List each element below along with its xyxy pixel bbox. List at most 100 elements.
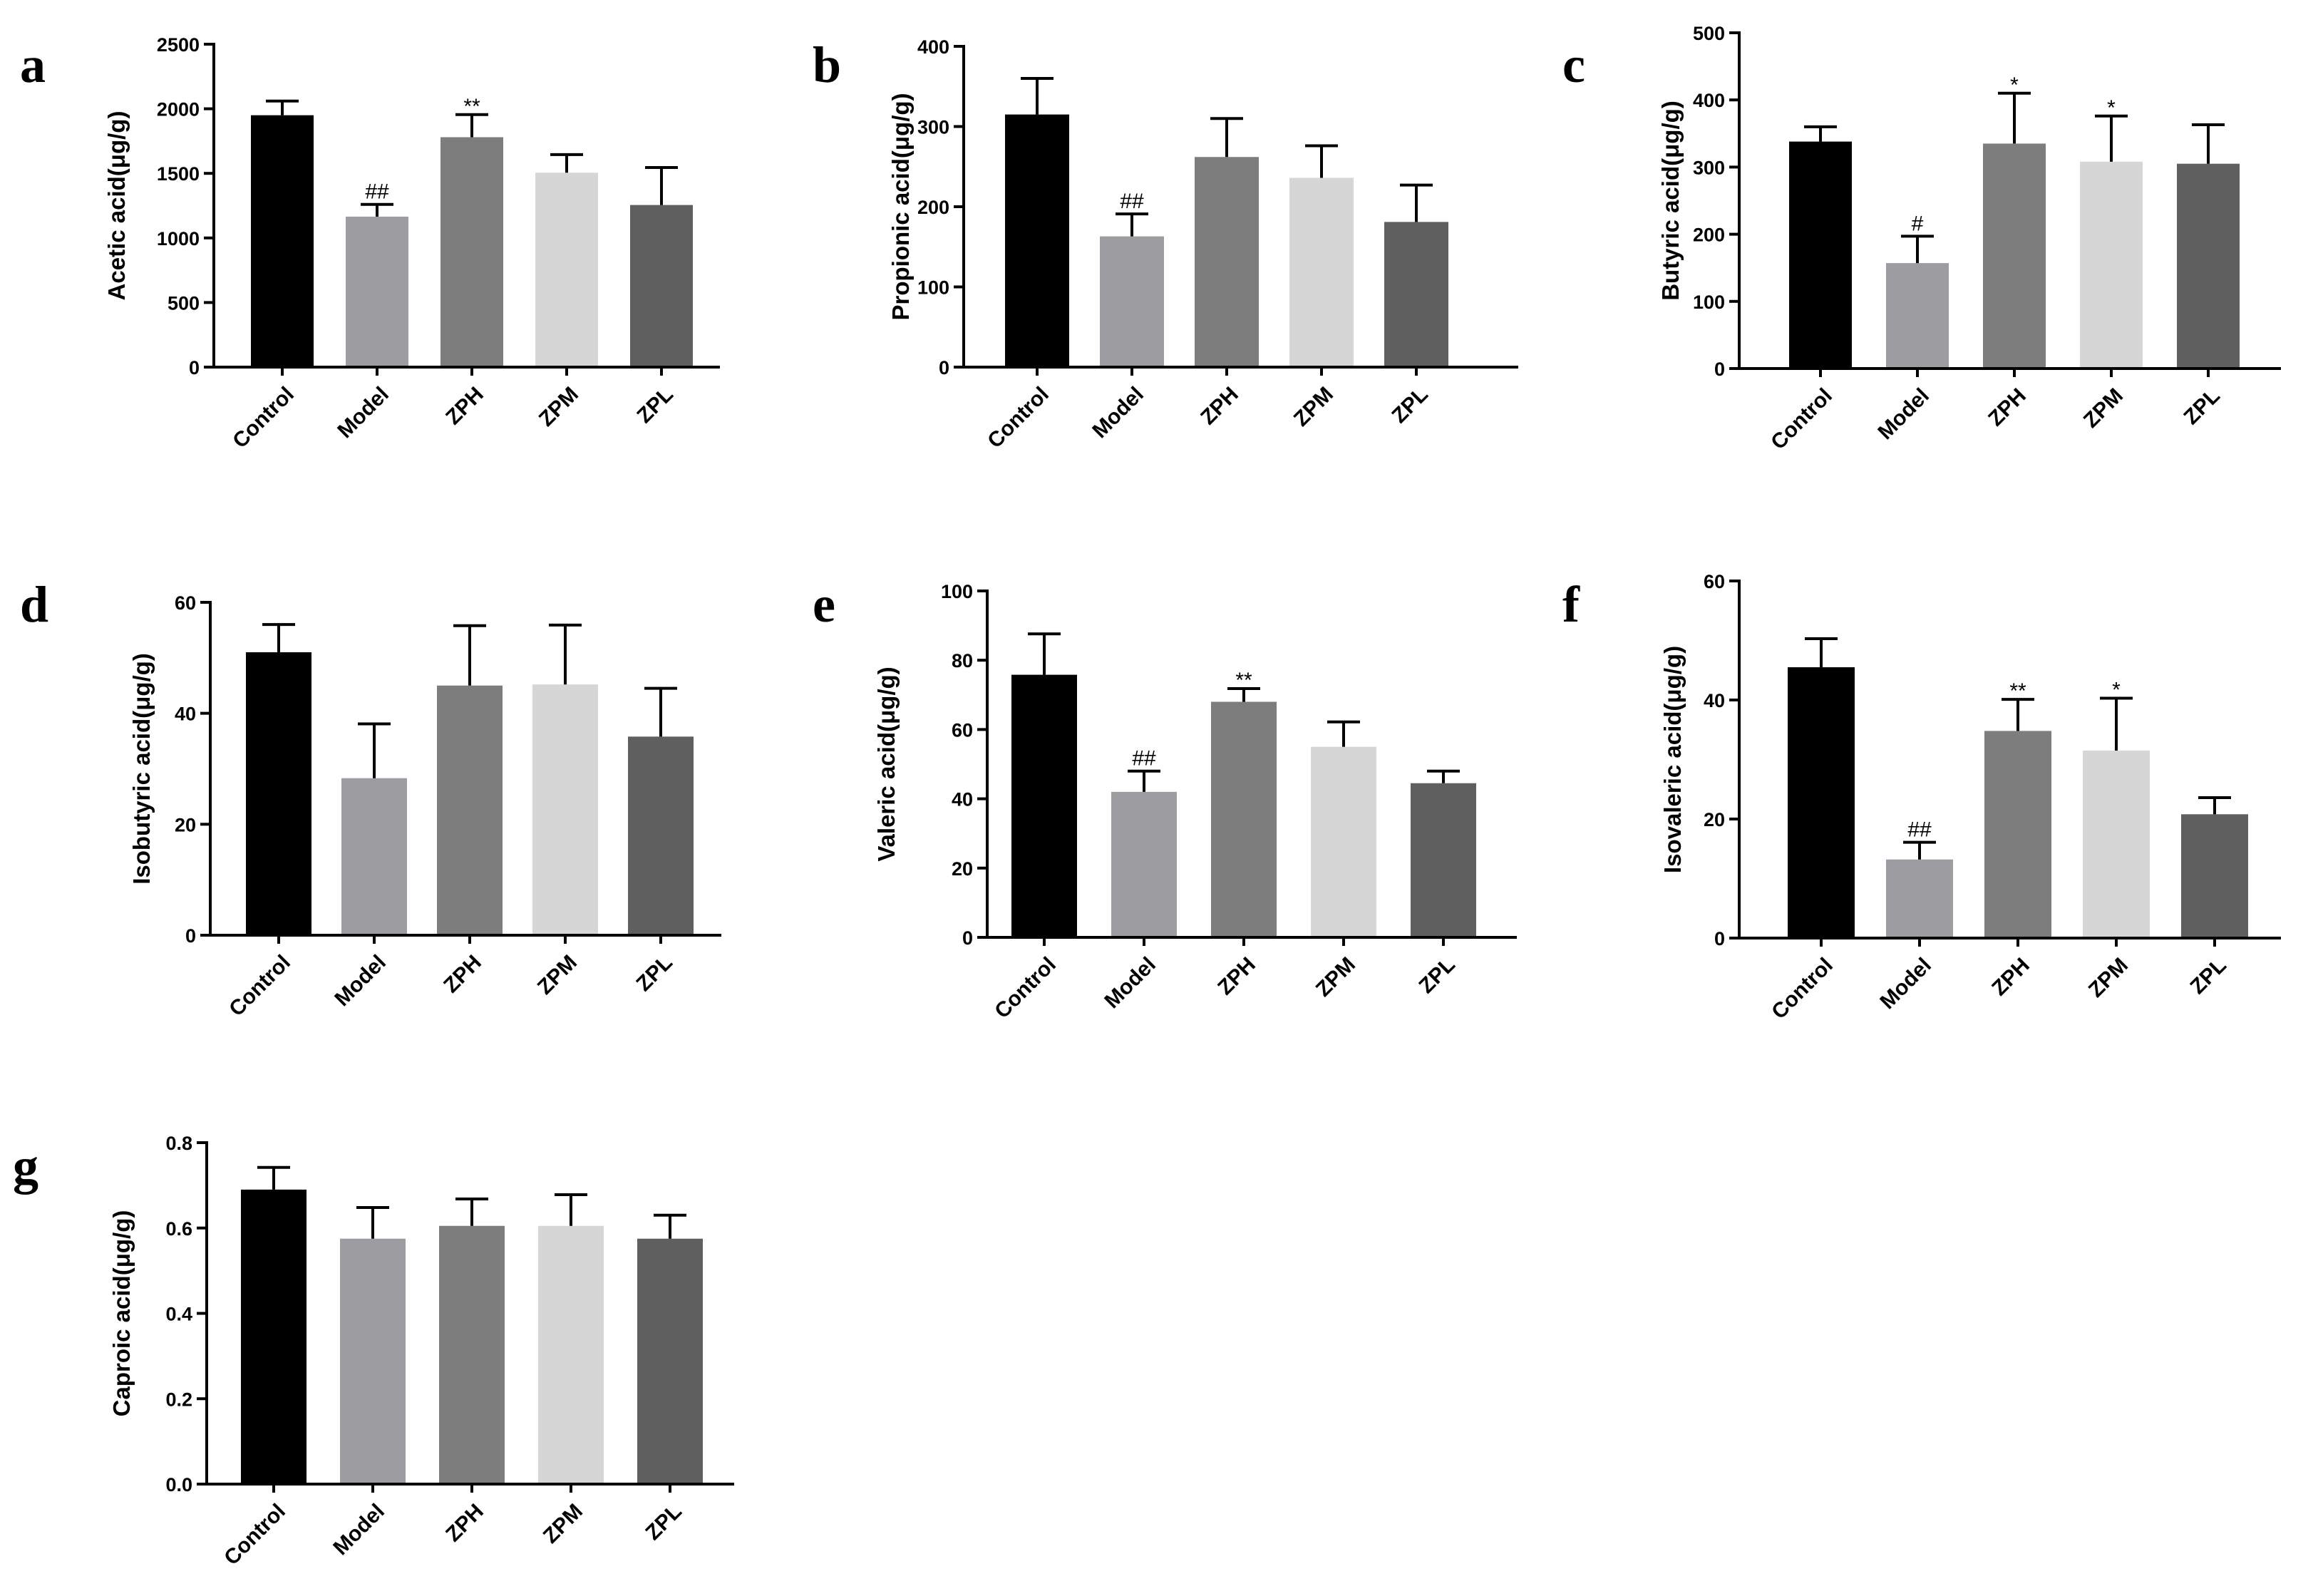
category-label: Control <box>220 1500 290 1570</box>
bar-model <box>1886 263 1949 369</box>
category-label: Model <box>330 951 391 1011</box>
y-tick-label: 60 <box>175 592 196 614</box>
category-label: ZPL <box>632 951 677 996</box>
y-axis-title: Valeric acid(μg/g) <box>873 666 900 861</box>
y-tick-label: 0 <box>1714 359 1725 380</box>
y-tick-label: 0.4 <box>165 1304 192 1325</box>
category-label: ZPH <box>439 951 486 998</box>
bar-zpl <box>637 1238 703 1484</box>
bar-zph <box>437 685 503 935</box>
category-label: ZPH <box>1984 384 2031 431</box>
chart-panel-f: f Isovaleric acid(μg/g) Control ## Model ** ZP… <box>1562 571 2281 1024</box>
y-tick-label: 500 <box>1693 23 1725 44</box>
category-label: ZPH <box>441 1500 488 1547</box>
chart-panel-c: c Butyric acid(μg/g) Control # Model * ZPH * ZPM… <box>1562 23 2281 454</box>
panel-letter-b: b <box>813 36 841 93</box>
significance-mark: ## <box>1907 818 1932 842</box>
bar-zpl <box>2177 163 2240 369</box>
y-tick-label: 1500 <box>157 163 200 185</box>
y-tick-label: 0.6 <box>165 1218 192 1240</box>
y-axis-title: Butyric acid(μg/g) <box>1657 101 1684 301</box>
category-label: ZPM <box>539 1500 587 1548</box>
bar-control <box>1011 674 1077 937</box>
significance-mark: ## <box>1120 190 1144 213</box>
y-tick-label: 40 <box>1704 690 1725 711</box>
bar-model <box>346 216 408 367</box>
y-tick-label: 1000 <box>157 228 200 249</box>
category-label: Control <box>225 951 295 1021</box>
y-tick-label: 0.2 <box>165 1389 192 1410</box>
bar-zpm <box>538 1225 604 1484</box>
category-label: Control <box>1766 384 1837 455</box>
category-label: ZPH <box>441 383 488 430</box>
category-label: ZPL <box>633 383 678 428</box>
chart-panel-e: e Valeric acid(μg/g) Control ## Model ** ZPH ZP… <box>813 576 1517 1023</box>
category-label: ZPM <box>533 951 582 999</box>
y-tick-label: 2000 <box>157 99 200 120</box>
category-label: Control <box>983 383 1054 453</box>
chart-panel-b: b Propionic acid(μg/g) Control ## Model ZPH ZP… <box>813 36 1518 453</box>
bar-model <box>340 1238 406 1484</box>
y-tick-label: 0.8 <box>165 1133 192 1154</box>
category-label: ZPH <box>1213 953 1260 1000</box>
significance-mark: * <box>2107 96 2116 120</box>
significance-mark: * <box>2112 678 2121 701</box>
y-tick-label: 80 <box>952 650 973 671</box>
bar-zpm <box>2083 750 2150 938</box>
significance-mark: # <box>1912 212 1924 235</box>
chart-panel-d: d Isobutyric acid(μg/g) Control Model ZPH ZPM… <box>20 576 721 1021</box>
panel-letter-e: e <box>813 576 835 633</box>
y-tick-label: 40 <box>952 789 973 810</box>
y-tick-label: 500 <box>168 292 200 314</box>
y-tick-label: 300 <box>1693 157 1725 178</box>
category-label: ZPL <box>1415 953 1460 998</box>
bar-control <box>246 652 311 935</box>
y-tick-label: 40 <box>175 704 196 725</box>
category-label: Control <box>228 383 299 453</box>
bar-model <box>1886 859 1953 938</box>
category-label: ZPL <box>2180 384 2225 429</box>
y-tick-label: 200 <box>917 197 949 218</box>
y-tick-label: 300 <box>917 117 949 138</box>
bar-zpl <box>1384 222 1448 367</box>
bar-zpl <box>630 205 693 367</box>
y-tick-label: 400 <box>917 36 949 58</box>
significance-mark: ** <box>463 95 480 118</box>
bar-zpm <box>2080 161 2143 369</box>
category-label: ZPM <box>1312 953 1360 1002</box>
y-axis-title: Isobutyric acid(μg/g) <box>128 653 155 885</box>
category-label: ZPM <box>2084 954 2133 1002</box>
category-label: Model <box>1875 954 1936 1014</box>
y-tick-label: 20 <box>952 858 973 880</box>
y-axis-title: Caproic acid(μg/g) <box>108 1210 135 1417</box>
category-label: Model <box>329 1500 389 1560</box>
bar-zpl <box>2181 814 2248 938</box>
bar-zpm <box>1311 746 1376 937</box>
panel-letter-c: c <box>1562 36 1585 93</box>
category-label: ZPH <box>1196 383 1243 430</box>
category-label: ZPL <box>642 1500 686 1545</box>
panel-letter-a: a <box>20 36 46 93</box>
y-tick-label: 60 <box>952 719 973 741</box>
y-tick-label: 20 <box>1704 809 1725 830</box>
y-tick-label: 60 <box>1704 571 1725 592</box>
y-tick-label: 0 <box>189 357 200 379</box>
significance-mark: ** <box>2009 679 2026 703</box>
category-label: ZPM <box>2079 384 2128 433</box>
category-label: ZPL <box>2186 954 2231 999</box>
chart-panel-g: g Caproic acid(μg/g) Control Model ZPH ZPM ZPL… <box>13 1133 734 1570</box>
bar-zph <box>1211 701 1277 937</box>
significance-mark: ** <box>1235 669 1252 692</box>
category-label: Model <box>333 383 393 443</box>
bar-zph <box>1195 157 1259 367</box>
bar-zph <box>441 137 503 368</box>
bar-zpl <box>1411 783 1476 937</box>
category-label: ZPM <box>1289 383 1338 431</box>
bar-zph <box>1984 731 2051 938</box>
panel-letter-f: f <box>1562 576 1580 633</box>
bar-zpm <box>532 684 598 935</box>
y-tick-label: 0 <box>962 927 973 949</box>
y-tick-label: 0.0 <box>165 1474 192 1495</box>
chart-panel-a: a Acetic acid(μg/g) Control ## Model ** ZPH ZPM… <box>20 34 720 453</box>
bar-zpm <box>535 173 598 367</box>
